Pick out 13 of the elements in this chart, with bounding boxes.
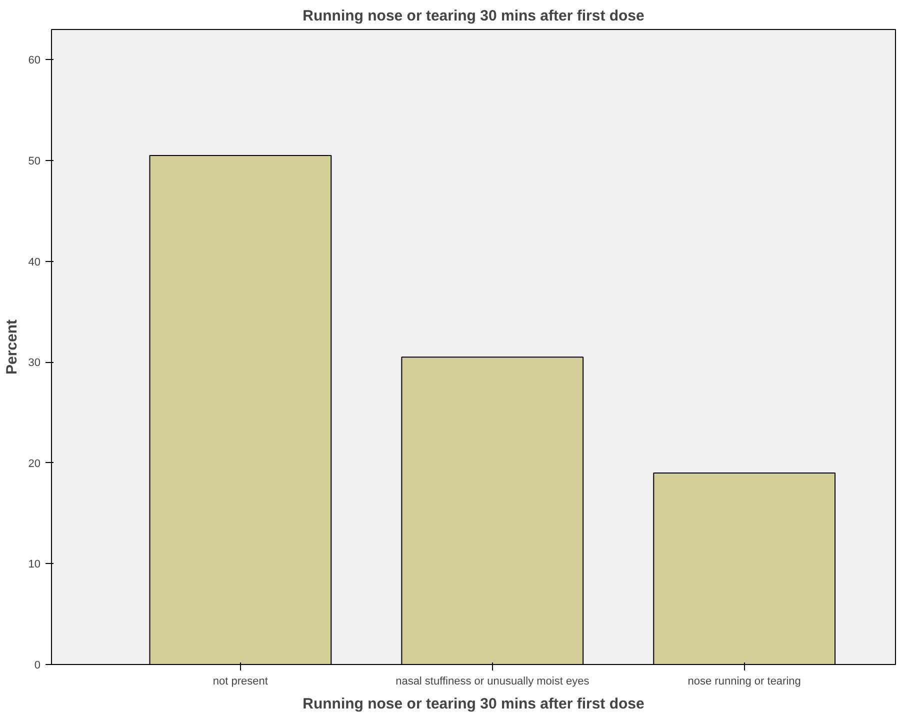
x-axis-title: Running nose or tearing 30 mins after first dose (302, 696, 644, 712)
y-tick-label: 40 (28, 256, 41, 268)
y-axis-title: Percent (3, 319, 20, 375)
chart-title: Running nose or tearing 30 mins after first dose (302, 8, 644, 24)
x-tick-label: nose running or tearing (688, 676, 801, 688)
y-tick-label: 0 (34, 660, 41, 672)
y-tick-label: 60 (28, 54, 41, 67)
y-tick-label: 10 (28, 558, 41, 571)
y-tick-label: 30 (28, 357, 41, 370)
y-tick-label: 50 (28, 156, 41, 168)
x-tick-label: not present (212, 676, 268, 688)
x-tick-label: nasal stuffiness or unusually moist eyes (396, 676, 590, 688)
y-tick-label: 20 (28, 458, 41, 470)
